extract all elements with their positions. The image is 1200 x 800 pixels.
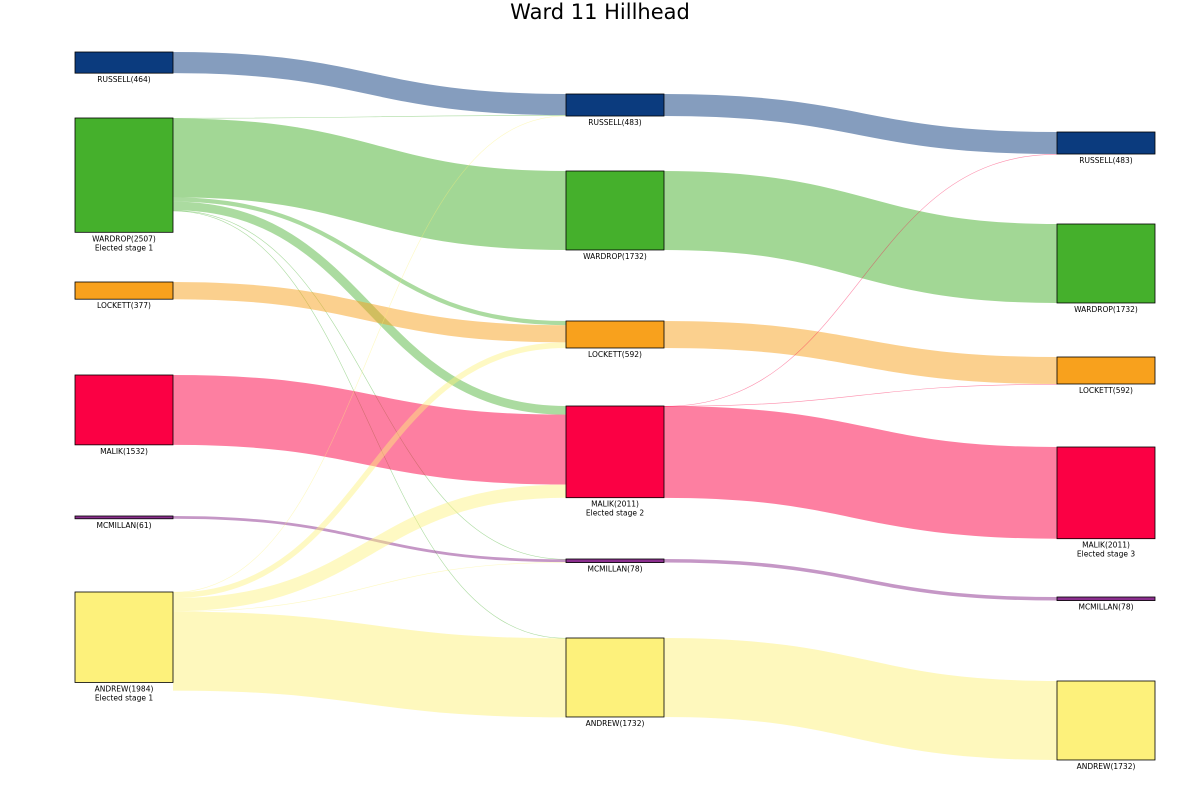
- label-russell-stage-1: RUSSELL(464): [97, 75, 151, 84]
- node-russell-stage-3: [1056, 131, 1156, 155]
- chart-title: Ward 11 Hillhead: [510, 0, 690, 24]
- flow-andrew-to-russell-stage-1: [172, 115, 567, 593]
- elected-note-malik-stage-3: Elected stage 3: [1077, 550, 1135, 559]
- flow-lockett-to-lockett-stage-2: [663, 321, 1058, 384]
- flow-andrew-to-andrew-stage-1: [172, 611, 567, 718]
- label-mcmillan-stage-2: MCMILLAN(78): [587, 565, 642, 574]
- node-andrew-stage-2: [565, 637, 665, 718]
- flow-wardrop-to-wardrop-stage-2: [663, 171, 1058, 303]
- label-russell-stage-2: RUSSELL(483): [588, 118, 642, 127]
- flow-russell-to-russell-stage-1: [172, 52, 567, 116]
- node-russell-stage-1: [74, 51, 174, 74]
- node-mcmillan-stage-1: [74, 515, 174, 520]
- flow-andrew-to-lockett-stage-1: [172, 342, 567, 599]
- node-lockett-stage-1: [74, 281, 174, 300]
- flow-andrew-to-mcmillan-stage-1: [172, 562, 567, 612]
- label-malik-stage-3: MALIK(2011): [1082, 541, 1130, 550]
- node-mcmillan-stage-2: [565, 558, 665, 563]
- label-wardrop-stage-2: WARDROP(1732): [583, 252, 647, 261]
- label-lockett-stage-1: LOCKETT(377): [97, 301, 151, 310]
- flow-wardrop-to-wardrop-stage-1: [172, 118, 567, 250]
- node-wardrop-stage-1: [74, 117, 174, 233]
- flow-andrew-to-malik-stage-1: [172, 484, 567, 612]
- flow-wardrop-to-lockett-stage-1: [172, 197, 567, 326]
- label-lockett-stage-2: LOCKETT(592): [588, 350, 642, 359]
- flow-mcmillan-to-mcmillan-stage-2: [663, 558, 1058, 601]
- label-andrew-stage-3: ANDREW(1732): [1077, 762, 1136, 771]
- label-lockett-stage-3: LOCKETT(592): [1079, 386, 1133, 395]
- node-andrew-stage-1: [74, 591, 174, 683]
- node-lockett-stage-2: [565, 320, 665, 349]
- flow-links: [172, 52, 1058, 760]
- label-andrew-stage-1: ANDREW(1984): [95, 684, 154, 693]
- label-russell-stage-3: RUSSELL(483): [1079, 156, 1133, 165]
- flow-malik-to-lockett-stage-2: [663, 383, 1058, 407]
- node-mcmillan-stage-3: [1056, 596, 1156, 601]
- label-andrew-stage-2: ANDREW(1732): [586, 719, 645, 728]
- label-malik-stage-1: MALIK(1532): [100, 447, 148, 456]
- label-wardrop-stage-1: WARDROP(2507): [92, 234, 156, 243]
- node-malik-stage-1: [74, 374, 174, 446]
- candidate-nodes: [74, 51, 1156, 761]
- node-wardrop-stage-2: [565, 170, 665, 251]
- flow-russell-to-russell-stage-2: [663, 93, 1058, 155]
- label-mcmillan-stage-3: MCMILLAN(78): [1078, 603, 1133, 612]
- label-malik-stage-2: MALIK(2011): [591, 500, 639, 509]
- elected-note-wardrop-stage-1: Elected stage 1: [95, 243, 153, 252]
- node-wardrop-stage-3: [1056, 223, 1156, 304]
- label-wardrop-stage-3: WARDROP(1732): [1074, 305, 1138, 314]
- label-mcmillan-stage-1: MCMILLAN(61): [96, 521, 151, 530]
- flow-malik-to-malik-stage-1: [172, 375, 567, 485]
- node-malik-stage-2: [565, 405, 665, 499]
- flow-andrew-to-andrew-stage-2: [663, 638, 1058, 760]
- flow-wardrop-to-mcmillan-stage-1: [172, 210, 567, 560]
- node-malik-stage-3: [1056, 446, 1156, 540]
- flow-malik-to-russell-stage-2: [663, 154, 1058, 407]
- node-russell-stage-2: [565, 93, 665, 117]
- node-andrew-stage-3: [1056, 680, 1156, 761]
- flow-malik-to-malik-stage-2: [663, 406, 1058, 539]
- node-lockett-stage-3: [1056, 356, 1156, 385]
- flow-mcmillan-to-mcmillan-stage-1: [172, 516, 567, 563]
- flow-lockett-to-lockett-stage-1: [172, 282, 567, 343]
- elected-note-andrew-stage-1: Elected stage 1: [95, 693, 153, 702]
- node-labels: RUSSELL(464)WARDROP(2507)Elected stage 1…: [92, 75, 1138, 771]
- flow-wardrop-to-russell-stage-1: [172, 115, 567, 119]
- elected-note-malik-stage-2: Elected stage 2: [586, 509, 644, 518]
